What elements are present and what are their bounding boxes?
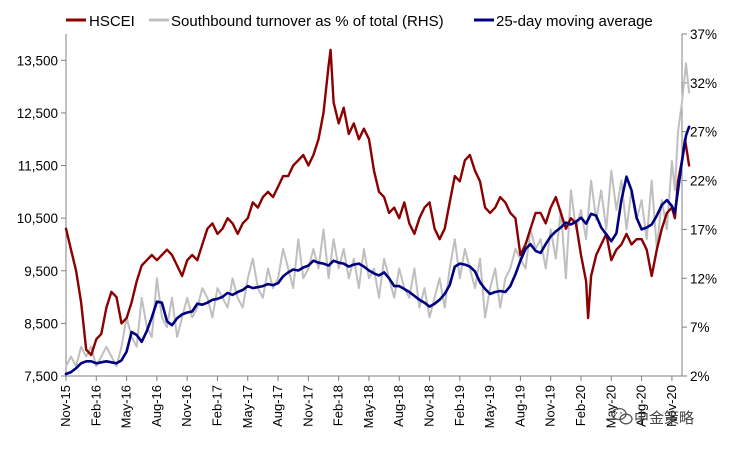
x-tick-label: Aug-17 — [270, 385, 285, 427]
x-tick-label: Aug-20 — [634, 385, 649, 427]
y-right-tick-label: 32% — [690, 76, 717, 91]
plot-area — [64, 48, 691, 376]
moving-average-line — [64, 125, 691, 376]
x-tick-label: Feb-16 — [88, 385, 103, 426]
y-left-axis: 7,500 8,500 9,500 10,500 11,500 12,500 13,500 — [17, 53, 66, 384]
hscei-line — [64, 48, 691, 357]
x-tick-label: Feb-18 — [331, 385, 346, 426]
x-tick-label: Aug-16 — [149, 385, 164, 427]
y-right-tick-label: 7% — [690, 320, 710, 335]
legend-label-hscei: HSCEI — [89, 13, 135, 30]
legend: HSCEI Southbound turnover as % of total … — [66, 13, 653, 30]
x-tick-label: Nov-15 — [58, 385, 73, 427]
x-tick-label: May-18 — [361, 385, 376, 428]
southbound-turnover-line — [65, 62, 691, 368]
y-right-tick-label: 12% — [690, 271, 717, 286]
x-tick-label: Nov-16 — [179, 385, 194, 427]
x-tick-label: May-17 — [240, 385, 255, 428]
y-right-axis: 2% 7% 12% 17% 22% 27% 32% 37% — [682, 27, 717, 384]
x-tick-label: Nov-17 — [300, 385, 315, 427]
y-left-tick-label: 7,500 — [24, 369, 58, 384]
x-tick-label: May-19 — [482, 385, 497, 428]
x-tick-label: Aug-18 — [391, 385, 406, 427]
y-left-tick-label: 10,500 — [17, 211, 58, 226]
wechat-icon — [611, 407, 633, 425]
y-left-tick-label: 8,500 — [24, 316, 58, 331]
x-tick-label: Aug-19 — [512, 385, 527, 427]
x-tick-label: Feb-19 — [452, 385, 467, 426]
y-right-tick-label: 17% — [690, 222, 717, 237]
watermark-text: 中金策略 — [634, 410, 694, 427]
x-tick-label: Nov-19 — [543, 385, 558, 427]
watermark: 中金策略 — [611, 407, 694, 427]
y-right-tick-label: 27% — [690, 125, 717, 140]
y-right-tick-label: 2% — [690, 369, 710, 384]
y-left-tick-label: 9,500 — [24, 264, 58, 279]
y-left-tick-label: 13,500 — [17, 53, 58, 68]
x-tick-label: May-20 — [603, 385, 618, 428]
x-tick-label: Feb-20 — [573, 385, 588, 426]
legend-label-ma25: 25-day moving average — [496, 13, 653, 30]
legend-label-southbound: Southbound turnover as % of total (RHS) — [171, 13, 444, 30]
x-tick-label: Nov-18 — [422, 385, 437, 427]
y-left-tick-label: 11,500 — [18, 159, 58, 174]
x-tick-label: Nov-20 — [664, 385, 679, 427]
y-right-tick-label: 22% — [690, 174, 717, 189]
y-right-tick-label: 37% — [690, 27, 717, 42]
x-axis: Nov-15 Feb-16 May-16 Aug-16 Nov-16 Feb-17 May-… — [58, 376, 679, 428]
y-left-tick-label: 12,500 — [17, 106, 58, 121]
x-tick-label: Feb-17 — [209, 385, 224, 426]
x-tick-label: May-16 — [119, 385, 134, 428]
